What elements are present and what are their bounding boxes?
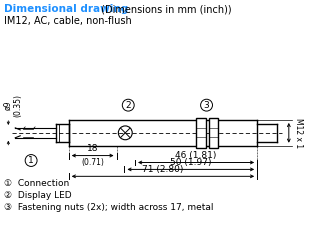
Text: IM12, AC, cable, non-flush: IM12, AC, cable, non-flush — [4, 16, 132, 26]
Text: 50 (1.97): 50 (1.97) — [170, 158, 212, 167]
Text: (0.71): (0.71) — [81, 158, 104, 167]
Bar — [208, 118, 218, 148]
Text: M12 x 1: M12 x 1 — [294, 118, 303, 148]
Text: ③  Fastening nuts (2x); width across 17, metal: ③ Fastening nuts (2x); width across 17, … — [4, 203, 214, 212]
Text: ø9
(0.35): ø9 (0.35) — [3, 94, 23, 117]
Bar — [196, 118, 206, 148]
Text: ②  Display LED: ② Display LED — [4, 191, 72, 200]
Text: 46 (1.81): 46 (1.81) — [175, 151, 217, 160]
Text: Dimensional drawing: Dimensional drawing — [4, 4, 129, 14]
Text: 3: 3 — [204, 101, 209, 110]
Text: (Dimensions in mm (inch)): (Dimensions in mm (inch)) — [98, 4, 231, 14]
Text: 71 (2.80): 71 (2.80) — [142, 165, 184, 174]
Text: 2: 2 — [126, 101, 131, 110]
Text: 18: 18 — [87, 144, 98, 153]
Text: 1: 1 — [28, 156, 34, 165]
Text: ①  Connection: ① Connection — [4, 179, 69, 188]
